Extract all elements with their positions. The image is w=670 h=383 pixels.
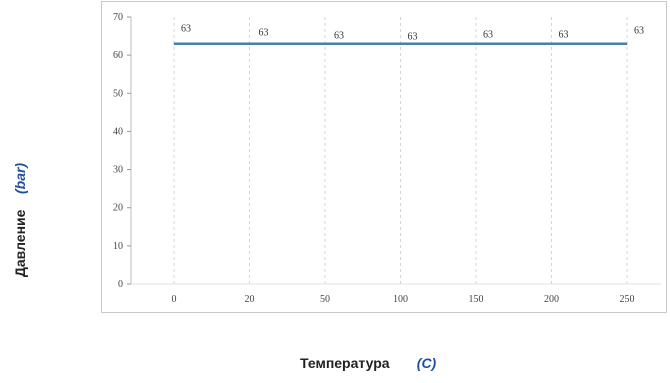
y-tick-label-0: 0 — [118, 279, 123, 290]
y-tick-label-70: 70 — [113, 12, 123, 23]
data-label-1: 63 — [259, 28, 269, 39]
y-tick-label-30: 30 — [113, 165, 123, 176]
x-tick-label-200: 200 — [544, 294, 559, 305]
y-axis-label: Давление — [12, 209, 28, 278]
x-tick-label-150: 150 — [469, 294, 484, 305]
x-axis-unit: (C) — [416, 355, 437, 371]
y-tick-label-60: 60 — [113, 50, 123, 61]
data-point-0-3 — [400, 43, 401, 45]
data-point-0-0 — [173, 43, 175, 45]
data-label-3: 63 — [408, 32, 418, 43]
data-label-6: 63 — [634, 26, 644, 37]
x-tick-label-250: 250 — [620, 294, 635, 305]
x-tick-label-0: 0 — [172, 294, 177, 305]
x-tick-label-50: 50 — [320, 294, 330, 305]
y-axis-unit: (bar) — [12, 162, 28, 195]
data-point-0-4 — [475, 43, 477, 45]
chart-plot: 0 10 20 30 40 50 60 70 0 20 50 100 150 200 250 63 63 63 6… — [113, 12, 661, 305]
data-label-5: 63 — [559, 30, 569, 41]
x-tick-label-20: 20 — [245, 294, 255, 305]
x-tick-label-100: 100 — [393, 294, 408, 305]
data-point-0-1 — [249, 43, 250, 45]
data-point-0-6 — [626, 43, 628, 45]
y-tick-label-10: 10 — [113, 241, 123, 252]
x-axis-label: Температура — [300, 355, 390, 371]
data-label-0: 63 — [181, 24, 191, 35]
data-point-0-5 — [551, 43, 552, 45]
chart-frame — [101, 1, 667, 313]
y-axis-title: Давление (bar) — [2, 130, 38, 310]
x-axis-title: Температура (C) — [300, 355, 436, 371]
y-tick-label-20: 20 — [113, 203, 123, 214]
y-tick-label-40: 40 — [113, 126, 123, 137]
data-label-4: 63 — [483, 30, 493, 41]
data-point-0-2 — [324, 43, 326, 45]
y-tick-label-50: 50 — [113, 88, 123, 99]
data-label-2: 63 — [334, 31, 344, 42]
